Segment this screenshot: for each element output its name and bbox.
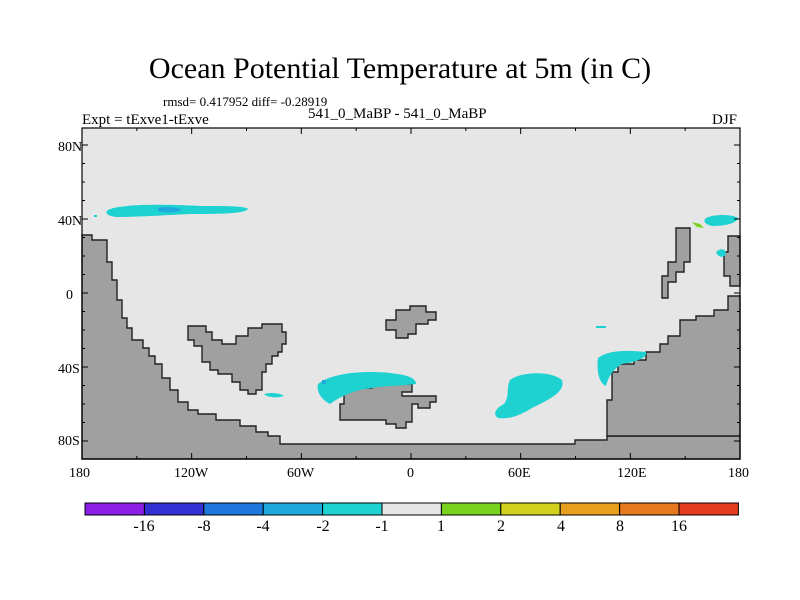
colorbar-swatch: [84, 502, 145, 516]
colorbar-label-8: 8: [616, 518, 624, 535]
lon-label-120e: 120E: [617, 466, 647, 481]
anomaly-south-a: [317, 372, 416, 404]
land-layer: [81, 227, 741, 460]
colorbar-swatch: [143, 502, 205, 516]
lon-label-0: 0: [407, 466, 414, 481]
colorbar-swatch: [500, 502, 561, 516]
lon-label-120w: 120W: [174, 466, 209, 481]
stats-text: rmsd= 0.417952 diff= -0.28919: [163, 94, 328, 109]
land-mid-island: [385, 305, 437, 339]
colorbar-label-neg2: -2: [316, 518, 330, 535]
anomaly-dot-d: [264, 392, 284, 398]
land-east-continent: [606, 295, 741, 437]
anomaly-south-b: [495, 373, 563, 419]
colorbar-swatch: [322, 502, 383, 516]
colorbar-swatch: [381, 502, 442, 516]
lat-label-0: 0: [66, 288, 73, 303]
anomaly-dot-c: [596, 326, 606, 328]
colorbar-label-neg4: -4: [256, 518, 270, 535]
colorbar: [84, 502, 739, 516]
lat-label-80s: 80S: [58, 434, 80, 449]
lat-label-40n: 40N: [58, 214, 83, 229]
colorbar-swatch: [619, 502, 680, 516]
experiment-label: Expt = tExve1-tExve: [82, 112, 209, 128]
season-label: DJF: [712, 112, 738, 128]
anomaly-south-c: [597, 350, 647, 386]
land-east-strip: [661, 227, 691, 299]
anomaly-layer: [94, 204, 738, 419]
anomaly-dot-b: [322, 380, 326, 384]
colorbar-label-neg16: -16: [133, 518, 155, 535]
colorbar-label-neg8: -8: [197, 518, 211, 535]
colorbar-swatch: [678, 502, 739, 516]
anomaly-green: [692, 222, 704, 228]
lon-label-60w: 60W: [287, 466, 315, 481]
anomaly-n-atlantic-core: [158, 206, 182, 213]
colorbar-swatch: [203, 502, 264, 516]
land-africa: [187, 323, 287, 395]
lon-label-180w: 180: [69, 466, 90, 481]
anomaly-dot-a: [94, 215, 97, 217]
colorbar-label-1: 1: [437, 518, 445, 535]
anomaly-ne: [704, 215, 738, 226]
colorbar-swatch: [262, 502, 324, 516]
colorbar-label-neg1: -1: [375, 518, 389, 535]
colorbar-label-2: 2: [497, 518, 505, 535]
lat-label-80n: 80N: [58, 140, 83, 155]
plot-title: Ocean Potential Temperature at 5m (in C): [148, 52, 652, 85]
lon-label-60e: 60E: [508, 466, 531, 481]
colorbar-swatch: [440, 502, 502, 516]
colorbar-swatch: [559, 502, 621, 516]
lon-label-180e: 180: [728, 466, 749, 481]
colorbar-label-16: 16: [671, 518, 687, 535]
land-south-central: [339, 383, 437, 429]
anomaly-e-small: [716, 249, 726, 257]
colorbar-label-4: 4: [557, 518, 565, 535]
lat-label-40s: 40S: [58, 362, 80, 377]
case-label: 541_0_MaBP - 541_0_MaBP: [308, 106, 487, 122]
